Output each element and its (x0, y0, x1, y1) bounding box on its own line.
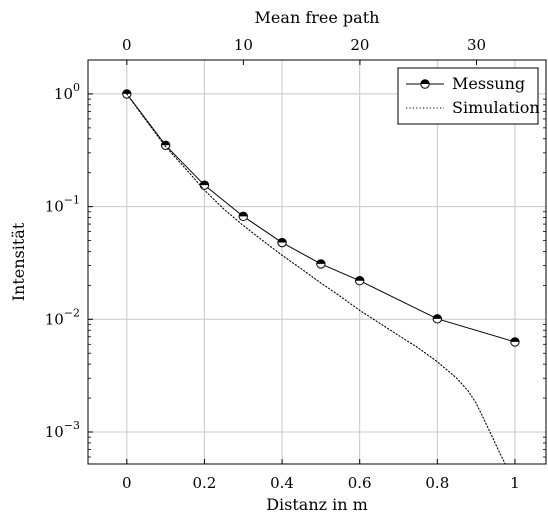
messung-point-fill (122, 89, 132, 94)
y-axis-label: Intensität (9, 222, 28, 301)
y-tick-label: 10−2 (45, 306, 80, 328)
messung-point-fill (510, 337, 520, 342)
x2-tick-label: 30 (467, 36, 486, 54)
x-tick-label: 0.6 (348, 474, 372, 492)
legend-messung-marker-fill (420, 79, 430, 84)
x2-tick-label: 20 (350, 36, 369, 54)
x-tick-label: 1 (510, 474, 520, 492)
x2-axis-label: Mean free path (255, 8, 380, 27)
simulation-line (126, 93, 506, 465)
y-tick-label: 10−1 (45, 194, 80, 216)
grid-lines (88, 60, 546, 464)
x2-tick-label: 10 (234, 36, 253, 54)
messung-point-fill (433, 314, 442, 319)
messung-point-fill (316, 259, 326, 264)
series-layer (122, 89, 520, 465)
plot-frame (87, 59, 547, 465)
legend: Messung Simulation (397, 67, 540, 125)
messung-line (126, 93, 516, 343)
messung-point-fill (277, 238, 287, 243)
x2-tick-label: 0 (122, 36, 132, 54)
x-tick-label: 0.4 (270, 474, 294, 492)
axes-layer: 0 0.2 0.4 0.6 0.8 1 100 10−1 10−2 10−3 0 10 20 30 (45, 36, 547, 492)
legend-label: Messung (452, 74, 525, 93)
x-tick-label: 0.8 (425, 474, 449, 492)
y-tick-label: 10−3 (45, 419, 80, 441)
messung-point-fill (239, 212, 248, 217)
y-tick-label: 100 (54, 81, 80, 103)
messung-point-fill (200, 180, 209, 186)
x-tick-label: 0.2 (193, 474, 217, 492)
x-tick-label: 0 (122, 474, 132, 492)
legend-box (397, 67, 539, 125)
legend-label: Simulation (452, 98, 540, 117)
x-axis-label: Distanz in m (266, 495, 368, 514)
messung-point-fill (355, 276, 364, 281)
